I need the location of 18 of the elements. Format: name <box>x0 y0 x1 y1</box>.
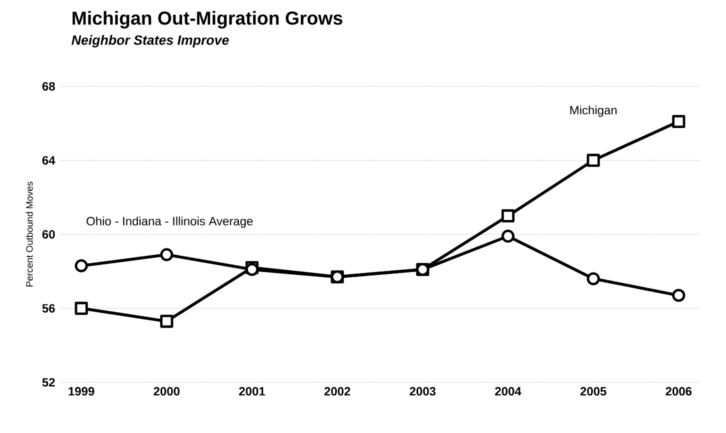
y-tick-label: 60 <box>42 230 55 239</box>
y-tick-label: 52 <box>42 378 55 387</box>
x-tick-label: 2004 <box>495 387 522 396</box>
x-tick-label: 2001 <box>239 387 266 396</box>
x-tick-label: 2003 <box>410 387 436 396</box>
y-tick-label: 68 <box>42 82 55 91</box>
text: Michigan <box>570 106 617 117</box>
text: Ohio - Indiana - Illinois Average <box>86 216 253 228</box>
chart-subtitle: Neighbor States Improve <box>72 35 229 48</box>
x-tick-label: 1999 <box>68 387 94 396</box>
x-tick-label: 2002 <box>324 387 350 396</box>
x-tick-label: 2000 <box>154 387 180 396</box>
x-tick-label: 2006 <box>666 387 692 396</box>
x-tick-label: 2005 <box>580 387 606 396</box>
y-axis-title: Percent Outbound Moves <box>26 182 33 286</box>
chart-title: Michigan Out-Migration Grows <box>72 11 342 29</box>
y-tick-label: 56 <box>42 304 55 313</box>
y-tick-label: 64 <box>42 156 56 165</box>
